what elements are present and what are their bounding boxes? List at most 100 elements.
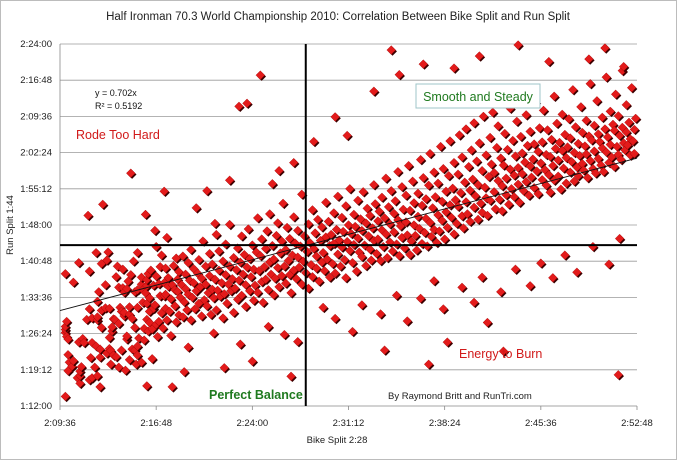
data-point	[240, 301, 252, 313]
data-point	[477, 207, 488, 219]
data-point	[204, 248, 216, 260]
data-point	[124, 302, 136, 313]
data-point	[126, 168, 137, 179]
data-point	[561, 178, 572, 189]
data-point	[411, 245, 423, 256]
data-point	[533, 146, 544, 158]
data-point	[454, 130, 466, 141]
data-point	[418, 59, 429, 70]
data-point	[435, 141, 447, 153]
data-point	[112, 261, 124, 272]
data-point	[342, 130, 353, 142]
data-point	[401, 217, 412, 228]
data-point	[458, 223, 470, 234]
data-point	[581, 115, 592, 127]
data-point	[190, 304, 201, 315]
data-point	[395, 221, 407, 232]
data-point	[211, 305, 222, 316]
data-point	[492, 142, 503, 154]
data-point	[572, 267, 583, 278]
data-point	[214, 246, 225, 257]
data-point	[210, 218, 221, 230]
data-point	[118, 264, 129, 275]
data-point	[480, 182, 491, 193]
data-point	[294, 262, 305, 273]
data-point	[236, 231, 248, 242]
data-point	[481, 150, 492, 161]
data-point	[493, 121, 504, 132]
data-point	[104, 332, 116, 344]
data-point	[374, 206, 385, 218]
data-point	[443, 171, 455, 182]
data-point	[502, 144, 514, 156]
data-point	[477, 166, 488, 177]
data-point	[200, 279, 212, 291]
data-point	[139, 335, 150, 346]
data-point	[545, 187, 556, 199]
credit-text: By Raymond Britt and RunTri.com	[388, 391, 532, 402]
data-point	[570, 122, 582, 133]
data-point	[224, 175, 236, 186]
data-point	[460, 177, 471, 188]
data-point	[289, 212, 300, 223]
data-point	[330, 313, 341, 325]
data-point	[430, 192, 442, 203]
data-point	[582, 173, 594, 184]
data-point	[224, 219, 236, 231]
y-tick-label: 1:33:36	[20, 292, 52, 303]
data-point	[381, 173, 392, 184]
data-point	[594, 136, 606, 148]
data-point	[61, 316, 73, 328]
data-point	[116, 345, 128, 356]
y-tick-label: 2:02:24	[20, 148, 52, 159]
data-point	[512, 116, 523, 128]
data-point	[438, 304, 450, 315]
data-point	[218, 313, 229, 324]
data-point	[202, 186, 213, 197]
data-point	[464, 161, 475, 173]
data-point	[327, 259, 339, 270]
data-point	[236, 290, 248, 302]
data-point	[235, 339, 247, 350]
data-point	[307, 205, 319, 216]
data-point	[466, 145, 478, 156]
x-tick-label: 2:09:36	[44, 418, 76, 429]
data-point	[536, 258, 547, 269]
data-point	[403, 160, 415, 172]
label-energy-to-burn: Energy to Burn	[459, 347, 542, 361]
data-point	[142, 381, 153, 392]
data-point	[610, 89, 622, 100]
data-point	[628, 136, 639, 147]
data-point	[219, 363, 230, 374]
data-point	[446, 212, 458, 224]
y-tick-label: 2:24:00	[20, 39, 52, 50]
y-tick-labels: 1:12:00 1:19:12 1:26:24 1:33:36 1:40:48 1:48:…	[20, 39, 52, 412]
data-point	[282, 222, 293, 234]
data-point	[103, 247, 114, 258]
data-point	[293, 225, 304, 237]
data-point	[92, 371, 104, 382]
data-point	[269, 254, 280, 265]
data-point	[357, 300, 368, 311]
data-point	[76, 362, 88, 373]
data-point	[244, 286, 256, 297]
data-point	[413, 188, 424, 200]
data-point	[94, 287, 105, 298]
data-point	[283, 256, 295, 267]
data-point	[409, 198, 420, 209]
data-point	[449, 157, 460, 169]
data-point	[598, 167, 610, 178]
data-point	[107, 322, 118, 333]
data-point	[206, 309, 217, 321]
data-point	[259, 262, 271, 273]
data-point	[417, 200, 428, 212]
data-point	[130, 322, 141, 334]
data-point	[234, 101, 245, 113]
data-point	[351, 266, 363, 277]
data-point	[191, 203, 202, 214]
data-point	[310, 228, 321, 239]
data-point	[586, 135, 598, 146]
data-point	[278, 198, 289, 210]
x-tick-label: 2:24:00	[236, 418, 268, 429]
data-point	[219, 289, 230, 300]
